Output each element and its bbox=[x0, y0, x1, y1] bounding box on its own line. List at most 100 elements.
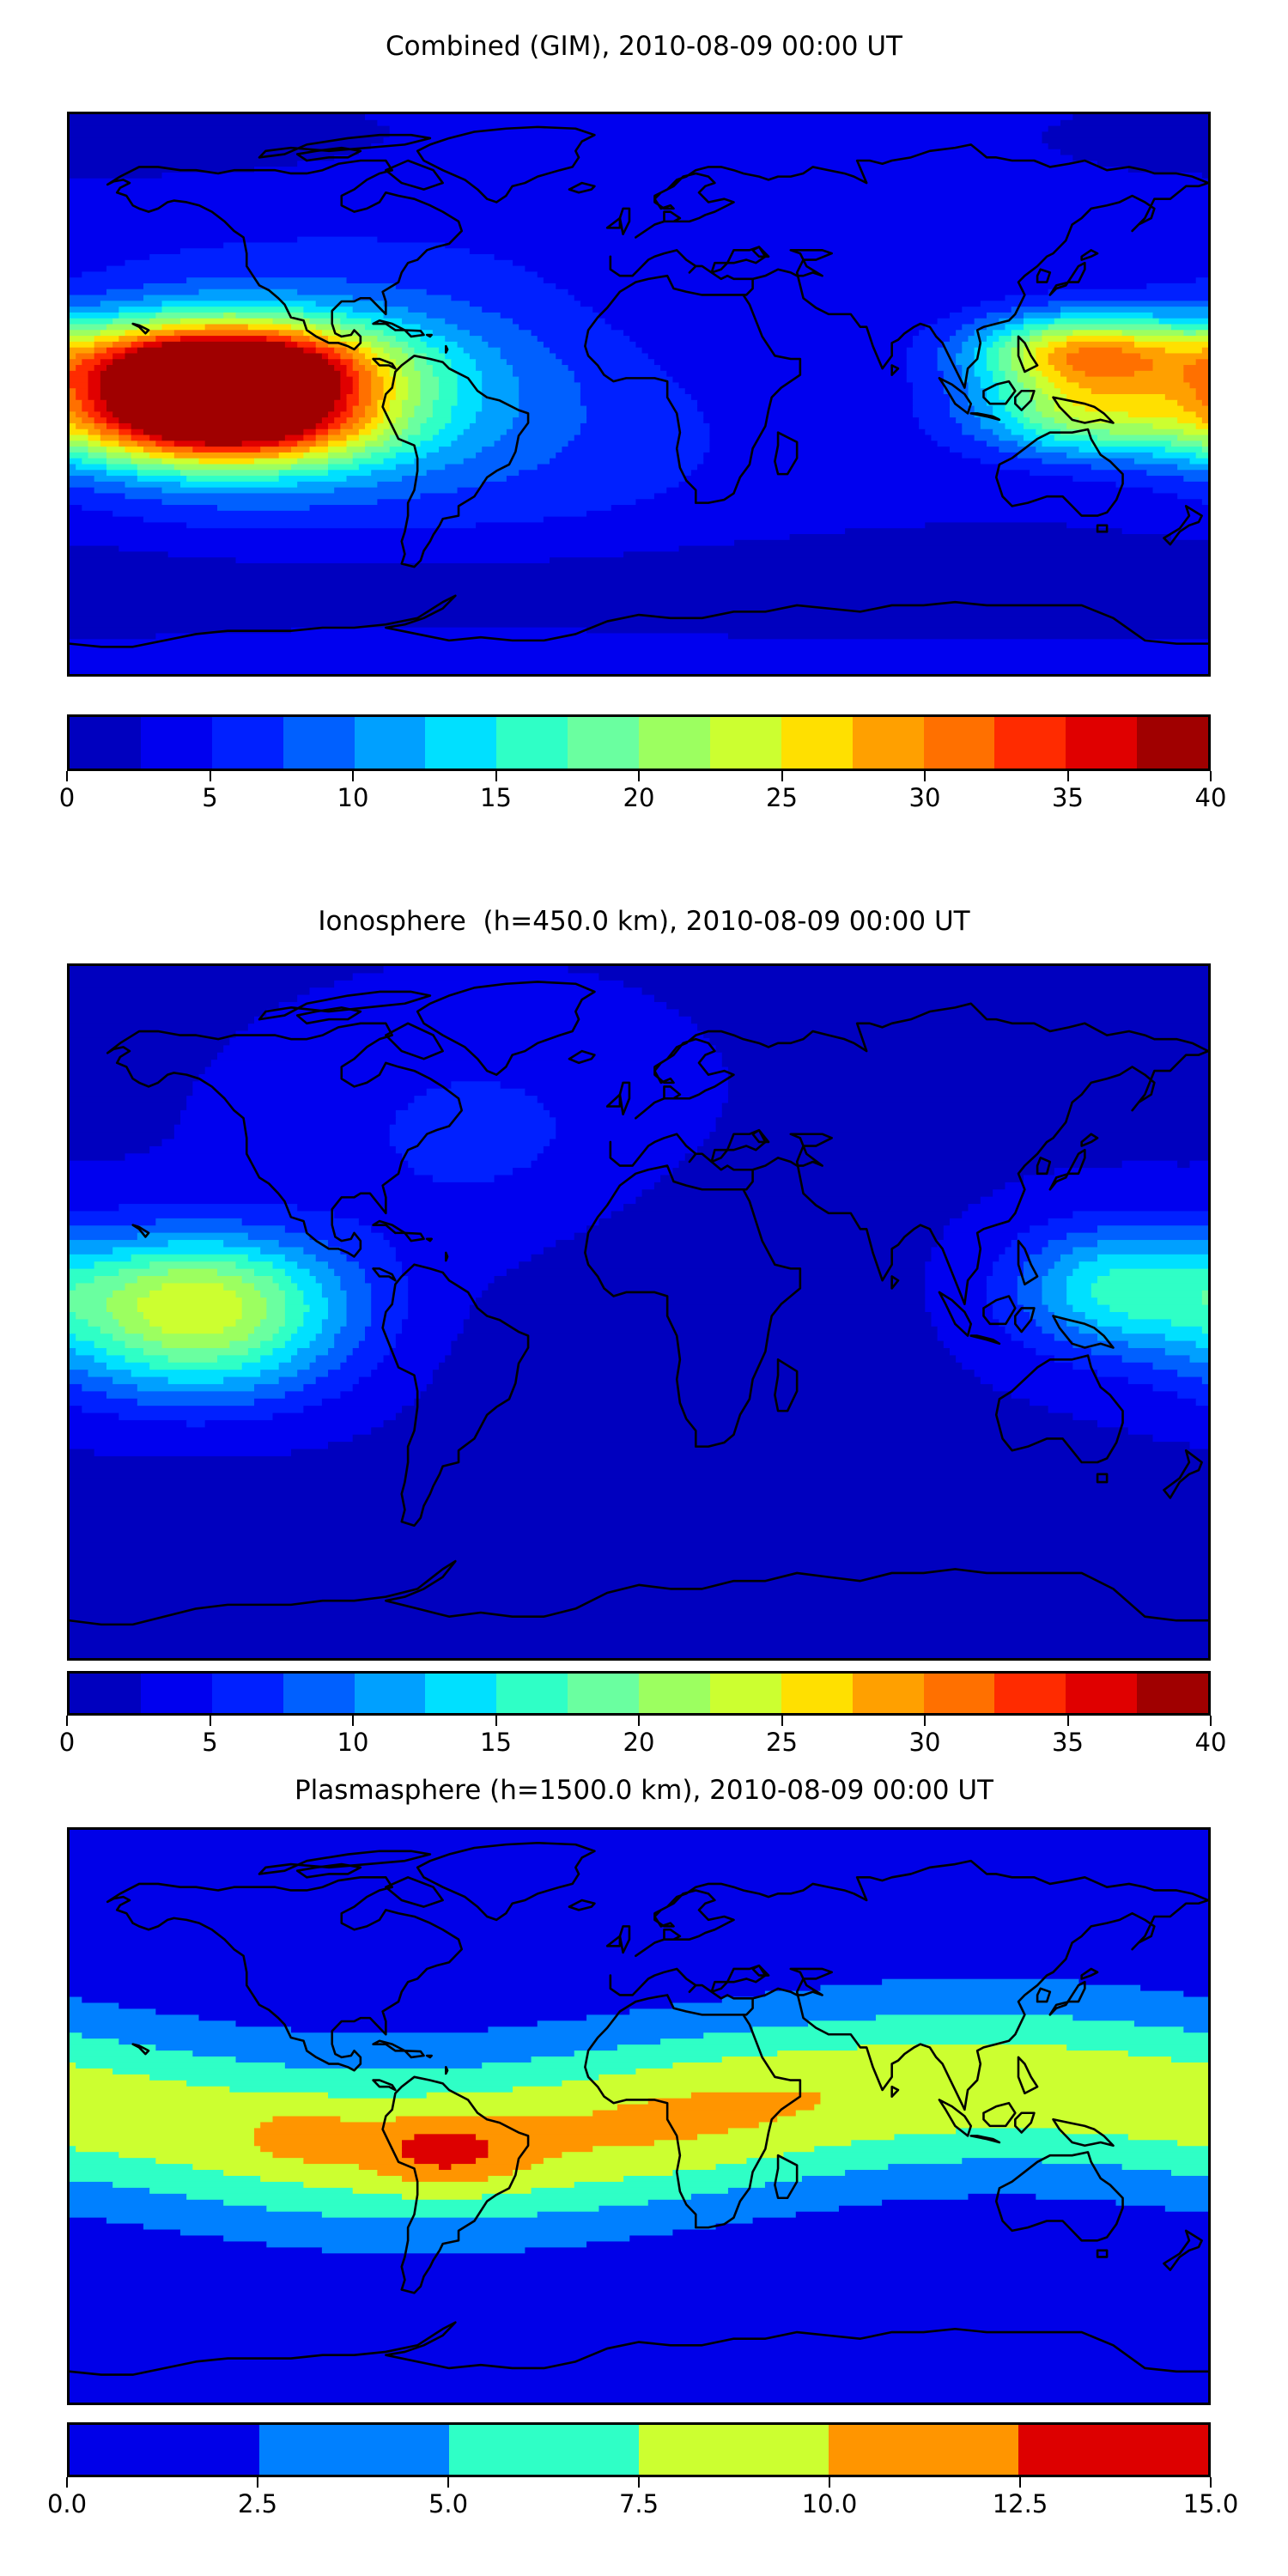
colorbar-segment bbox=[283, 1674, 355, 1713]
colorbar-tick-label: 10 bbox=[337, 1728, 369, 1757]
colorbar-tick-label: 35 bbox=[1052, 783, 1084, 812]
panel-ionosphere: Ionosphere (h=450.0 km), 2010-08-09 00:0… bbox=[0, 867, 1288, 1757]
colorbar-segment bbox=[496, 717, 568, 769]
colorbar-segment bbox=[425, 717, 497, 769]
colorbar-ionosphere: 0 5 10 15 20 25 30 35 40 bbox=[59, 1671, 1226, 1757]
colorbar-tick-label: 25 bbox=[766, 1728, 798, 1757]
map-plot-combined bbox=[67, 112, 1211, 677]
colorbar-segment bbox=[709, 717, 781, 769]
colorbar-segment bbox=[923, 717, 995, 769]
colorbar-tick-mark bbox=[638, 2477, 640, 2488]
map-plot-plasmasphere bbox=[67, 1827, 1211, 2405]
colorbar-gradient-combined bbox=[67, 714, 1211, 771]
colorbar-segment bbox=[1018, 2425, 1208, 2475]
colorbar-tick-label: 40 bbox=[1194, 783, 1227, 812]
colorbar-tick-label: 0.0 bbox=[46, 2489, 88, 2518]
colorbar-tick-mark bbox=[1210, 771, 1212, 781]
colorbar-segment bbox=[496, 1674, 568, 1713]
colorbar-segment bbox=[1137, 717, 1208, 769]
colorbar-segment bbox=[1066, 1674, 1138, 1713]
colorbar-tick-label: 25 bbox=[766, 783, 798, 812]
colorbar-tick-mark bbox=[1210, 2477, 1212, 2488]
colorbar-segment bbox=[829, 2425, 1018, 2475]
colorbar-segment bbox=[354, 1674, 426, 1713]
colorbar-tick-label: 20 bbox=[623, 783, 655, 812]
contour-field-plasmasphere bbox=[70, 1830, 1208, 2403]
colorbar-tick-mark bbox=[66, 1716, 68, 1726]
colorbar-segment bbox=[140, 1674, 212, 1713]
map-canvas-ionosphere bbox=[70, 966, 1208, 1658]
panel-title-plasmasphere: Plasmasphere (h=1500.0 km), 2010-08-09 0… bbox=[294, 1775, 993, 1806]
colorbar-tick-mark bbox=[828, 2477, 830, 2488]
colorbar-tick-label: 20 bbox=[623, 1728, 655, 1757]
colorbar-tick-label: 5 bbox=[202, 783, 218, 812]
panel-title-combined: Combined (GIM), 2010-08-09 00:00 UT bbox=[386, 31, 902, 62]
colorbar-tick-mark bbox=[924, 771, 926, 781]
colorbar-tick-label: 30 bbox=[908, 1728, 941, 1757]
colorbar-segment bbox=[994, 717, 1066, 769]
colorbar-segment bbox=[259, 2425, 449, 2475]
colorbar-segment bbox=[70, 1674, 141, 1713]
map-canvas-plasmasphere bbox=[70, 1830, 1208, 2403]
colorbar-tick-mark bbox=[1210, 1716, 1212, 1726]
contour-field-ionosphere bbox=[70, 966, 1208, 1658]
colorbar-tick-label: 15.0 bbox=[1182, 2489, 1239, 2518]
colorbar-tick-mark bbox=[638, 771, 640, 781]
colorbar-segment bbox=[709, 1674, 781, 1713]
colorbar-segment bbox=[283, 717, 355, 769]
colorbar-ticks-plasmasphere: 0.0 2.5 5.0 7.5 10.0 12.5 15.0 bbox=[47, 2477, 1238, 2537]
colorbar-tick-mark bbox=[209, 771, 211, 781]
colorbar-segment bbox=[449, 2425, 639, 2475]
contour-field-combined bbox=[70, 114, 1208, 674]
colorbar-tick-label: 7.5 bbox=[618, 2489, 659, 2518]
colorbar-tick-label: 0 bbox=[58, 783, 76, 812]
colorbar-segment bbox=[140, 717, 212, 769]
colorbar-segment bbox=[568, 717, 639, 769]
colorbar-tick-mark bbox=[66, 2477, 68, 2488]
colorbar-tick-mark bbox=[447, 2477, 449, 2488]
colorbar-tick-label: 15 bbox=[480, 1728, 512, 1757]
colorbar-tick-label: 10.0 bbox=[801, 2489, 858, 2518]
colorbar-segment bbox=[211, 1674, 283, 1713]
panel-title-ionosphere: Ionosphere (h=450.0 km), 2010-08-09 00:0… bbox=[318, 906, 970, 937]
colorbar-tick-mark bbox=[781, 771, 783, 781]
colorbar-segment bbox=[994, 1674, 1066, 1713]
colorbar-tick-label: 30 bbox=[908, 783, 941, 812]
colorbar-segment bbox=[211, 717, 283, 769]
colorbar-segment bbox=[1137, 1674, 1208, 1713]
colorbar-gradient-plasmasphere bbox=[67, 2422, 1211, 2477]
colorbar-segment bbox=[781, 1674, 853, 1713]
map-plot-ionosphere bbox=[67, 963, 1211, 1661]
colorbar-tick-mark bbox=[781, 1716, 783, 1726]
colorbar-tick-mark bbox=[1019, 2477, 1021, 2488]
colorbar-segment bbox=[70, 2425, 259, 2475]
colorbar-tick-label: 12.5 bbox=[992, 2489, 1048, 2518]
colorbar-combined: 0 5 10 15 20 25 30 35 40 bbox=[59, 714, 1226, 812]
colorbar-segment bbox=[1066, 717, 1138, 769]
colorbar-tick-mark bbox=[66, 771, 68, 781]
colorbar-tick-label: 5.0 bbox=[428, 2489, 469, 2518]
colorbar-ticks-combined: 0 5 10 15 20 25 30 35 40 bbox=[59, 771, 1226, 831]
colorbar-tick-mark bbox=[638, 1716, 640, 1726]
colorbar-tick-label: 35 bbox=[1052, 1728, 1084, 1757]
colorbar-tick-mark bbox=[209, 1716, 211, 1726]
colorbar-segment bbox=[354, 717, 426, 769]
colorbar-tick-mark bbox=[1066, 1716, 1069, 1726]
colorbar-segment bbox=[70, 717, 141, 769]
colorbar-plasmasphere: 0.0 2.5 5.0 7.5 10.0 12.5 15.0 bbox=[47, 2422, 1238, 2518]
colorbar-segment bbox=[923, 1674, 995, 1713]
panel-plasmasphere: Plasmasphere (h=1500.0 km), 2010-08-09 0… bbox=[0, 1739, 1288, 2576]
colorbar-tick-label: 0 bbox=[58, 1728, 76, 1757]
colorbar-gradient-ionosphere bbox=[67, 1671, 1211, 1716]
colorbar-tick-mark bbox=[352, 771, 354, 781]
colorbar-segment bbox=[639, 717, 710, 769]
colorbar-tick-mark bbox=[352, 1716, 354, 1726]
map-canvas-combined bbox=[70, 114, 1208, 674]
colorbar-tick-mark bbox=[495, 771, 497, 781]
colorbar-tick-mark bbox=[924, 1716, 926, 1726]
colorbar-tick-label: 40 bbox=[1194, 1728, 1227, 1757]
colorbar-tick-mark bbox=[256, 2477, 258, 2488]
colorbar-segment bbox=[781, 717, 853, 769]
colorbar-tick-mark bbox=[1066, 771, 1069, 781]
colorbar-tick-label: 10 bbox=[337, 783, 369, 812]
